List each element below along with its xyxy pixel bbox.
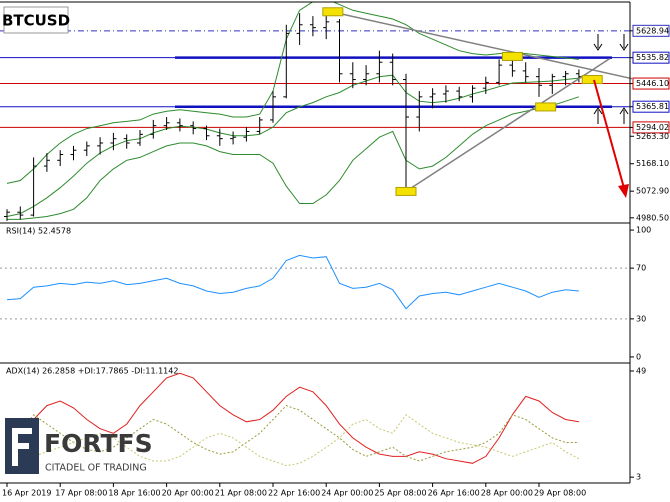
highlight <box>535 102 557 112</box>
forecast-arrow-head <box>618 184 629 198</box>
series-line <box>6 405 579 462</box>
series-line <box>6 254 579 310</box>
y-tick-box <box>632 100 670 113</box>
forecast-arrow <box>593 79 625 189</box>
y-tick-label: 49 <box>636 367 646 376</box>
y-tick-label: 5168.10 <box>636 159 669 168</box>
x-tick-label: 16 Apr 2019 <box>2 489 51 498</box>
y-tick-box <box>632 121 670 134</box>
y-tick-label: 5628.94 <box>636 26 669 35</box>
highlight <box>581 75 603 85</box>
arrow-head <box>619 43 629 51</box>
plot-layer <box>0 2 633 467</box>
highlight <box>322 7 344 17</box>
highlight <box>501 51 523 61</box>
x-tick-label: 20 Apr 00:00 <box>162 489 214 498</box>
x-tick-label: 24 Apr 00:00 <box>321 489 373 498</box>
rsi-title: RSI(14) 52.4578 <box>6 227 71 236</box>
y-tick-label: 30 <box>636 314 646 323</box>
trendline <box>331 11 633 80</box>
title-box <box>3 6 69 34</box>
arrow-head <box>593 107 603 115</box>
y-tick-label: 100 <box>636 226 651 235</box>
y-tick-box <box>632 77 670 90</box>
y-tick-box <box>632 51 670 64</box>
arrows <box>593 34 629 124</box>
band-lower <box>7 96 580 220</box>
y-tick-label: 5365.81 <box>636 102 669 111</box>
y-tick-label: 3 <box>636 473 641 482</box>
highlight <box>395 186 417 196</box>
price-panel <box>0 2 630 221</box>
x-tick-label: 22 Apr 16:00 <box>268 489 320 498</box>
x-tick-label: 17 Apr 08:00 <box>55 489 107 498</box>
trendline <box>405 58 610 193</box>
x-tick-label: 18 Apr 16:00 <box>108 489 160 498</box>
x-tick-label: 28 Apr 00:00 <box>481 489 533 498</box>
x-tick-label: 29 Apr 08:00 <box>534 489 586 498</box>
chart-title: BTCUSD <box>2 12 70 30</box>
arrow-head <box>619 107 629 115</box>
logo-tagline: CITADEL OF TRADING <box>45 463 147 474</box>
band-middle <box>6 74 579 217</box>
x-tick-label: 21 Apr 08:00 <box>215 489 267 498</box>
series-line <box>6 414 580 467</box>
logo-name: FORTFS <box>44 429 153 458</box>
y-tick-label: 5535.82 <box>636 53 669 62</box>
logo: FORTFS CITADEL OF TRADING <box>5 418 153 474</box>
x-tick-label: 26 Apr 16:00 <box>428 489 480 498</box>
y-tick-box <box>632 24 670 37</box>
arrow-head <box>593 43 603 51</box>
x-tick-label: 25 Apr 08:00 <box>374 489 426 498</box>
y-tick-label: 0 <box>636 352 641 361</box>
series-line <box>6 372 579 464</box>
y-tick-label: 5446.10 <box>636 79 669 88</box>
y-tick-label: 5072.90 <box>636 187 669 196</box>
logo-mark <box>12 428 32 466</box>
y-tick-label: 70 <box>636 264 646 273</box>
y-tick-label: 5263.30 <box>636 132 669 141</box>
band-upper <box>6 2 579 184</box>
y-tick-label: 5294.02 <box>636 123 669 132</box>
y-tick-label: 4980.50 <box>636 213 669 222</box>
adx-title: ADX(14) 26.2858 +DI:17.7865 -DI:11.1142 <box>6 367 178 376</box>
